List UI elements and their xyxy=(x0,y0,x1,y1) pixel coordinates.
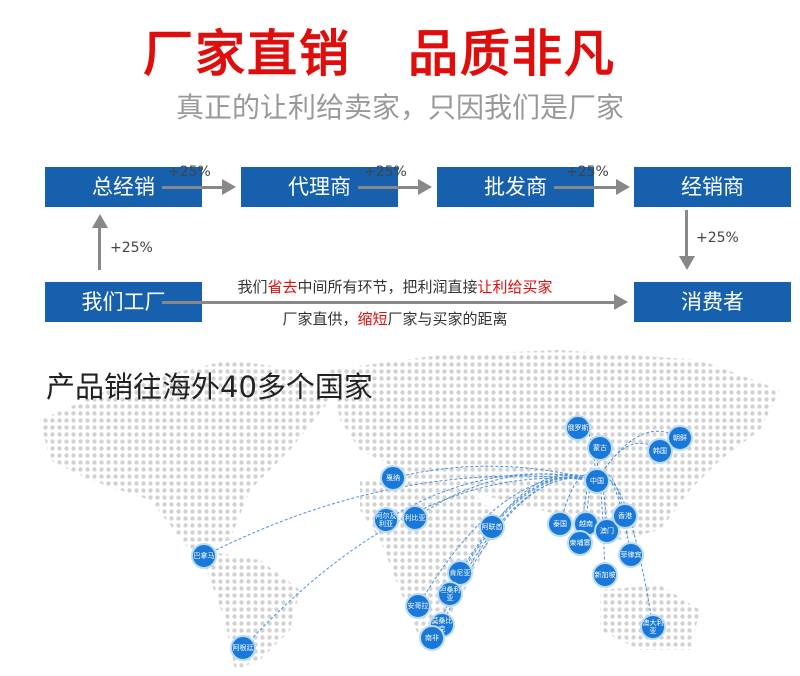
node-china: 中国 xyxy=(584,468,610,494)
title-quality: 品质非凡 xyxy=(408,25,616,83)
title-direct-sales: 厂家直销 xyxy=(143,25,351,83)
node-country: 新加坡 xyxy=(592,562,618,588)
markup-label: +25% xyxy=(364,164,407,180)
arrow-line xyxy=(358,186,420,189)
arrow-right-icon xyxy=(222,179,236,195)
box-wholesaler: 批发商 xyxy=(437,167,594,207)
markup-label: +25% xyxy=(168,164,211,180)
arrow-line xyxy=(554,186,618,189)
node-country: 利比亚 xyxy=(402,505,428,531)
node-country: 阿联酋 xyxy=(479,514,505,540)
map-title: 产品销往海外40多个国家 xyxy=(46,370,373,404)
subtitle: 真正的让利给卖家，只因我们是厂家 xyxy=(175,91,624,124)
arrow-right-icon xyxy=(418,179,432,195)
arrow-line xyxy=(98,226,101,270)
node-country: 南非 xyxy=(419,625,445,651)
node-country: 澳大利亚 xyxy=(640,614,666,640)
node-country: 菲律宾 xyxy=(618,542,644,568)
node-country: 蒙古 xyxy=(587,435,613,461)
node-country: 柬埔寨 xyxy=(567,530,593,556)
node-country: 坦桑利亚 xyxy=(437,581,463,607)
route-line xyxy=(596,474,608,532)
node-country: 戛纳 xyxy=(380,465,406,491)
arrow-up-icon xyxy=(92,214,108,228)
markup-label: +25% xyxy=(566,164,609,180)
direct-line-text-1: 我们省去中间所有环节，把利润直接让利给买家 xyxy=(237,278,553,296)
arrow-line xyxy=(685,210,688,258)
arrow-line xyxy=(162,186,224,189)
direct-arrow-line xyxy=(162,301,616,304)
node-country: 朝鲜 xyxy=(667,425,693,451)
arrow-right-icon xyxy=(614,294,628,310)
node-country: 阿根廷 xyxy=(230,635,256,661)
markup-label: +25% xyxy=(696,230,739,246)
route-line xyxy=(431,477,598,639)
markup-label: +25% xyxy=(110,240,153,256)
box-dealer: 经销商 xyxy=(634,167,791,207)
node-country: 阿尔及利亚 xyxy=(373,507,399,533)
arrow-right-icon xyxy=(616,179,630,195)
node-country: 香港 xyxy=(612,503,638,529)
box-consumer: 消费者 xyxy=(634,282,791,322)
direct-line-text-2: 厂家直供，缩短厂家与买家的距离 xyxy=(282,310,508,328)
node-country: 俄罗斯 xyxy=(565,415,591,441)
node-country: 韩国 xyxy=(647,438,673,464)
node-country: 泰国 xyxy=(547,511,573,537)
node-country: 巴拿马 xyxy=(191,543,217,569)
node-country: 安哥拉 xyxy=(405,593,431,619)
arrow-down-icon xyxy=(679,256,695,270)
